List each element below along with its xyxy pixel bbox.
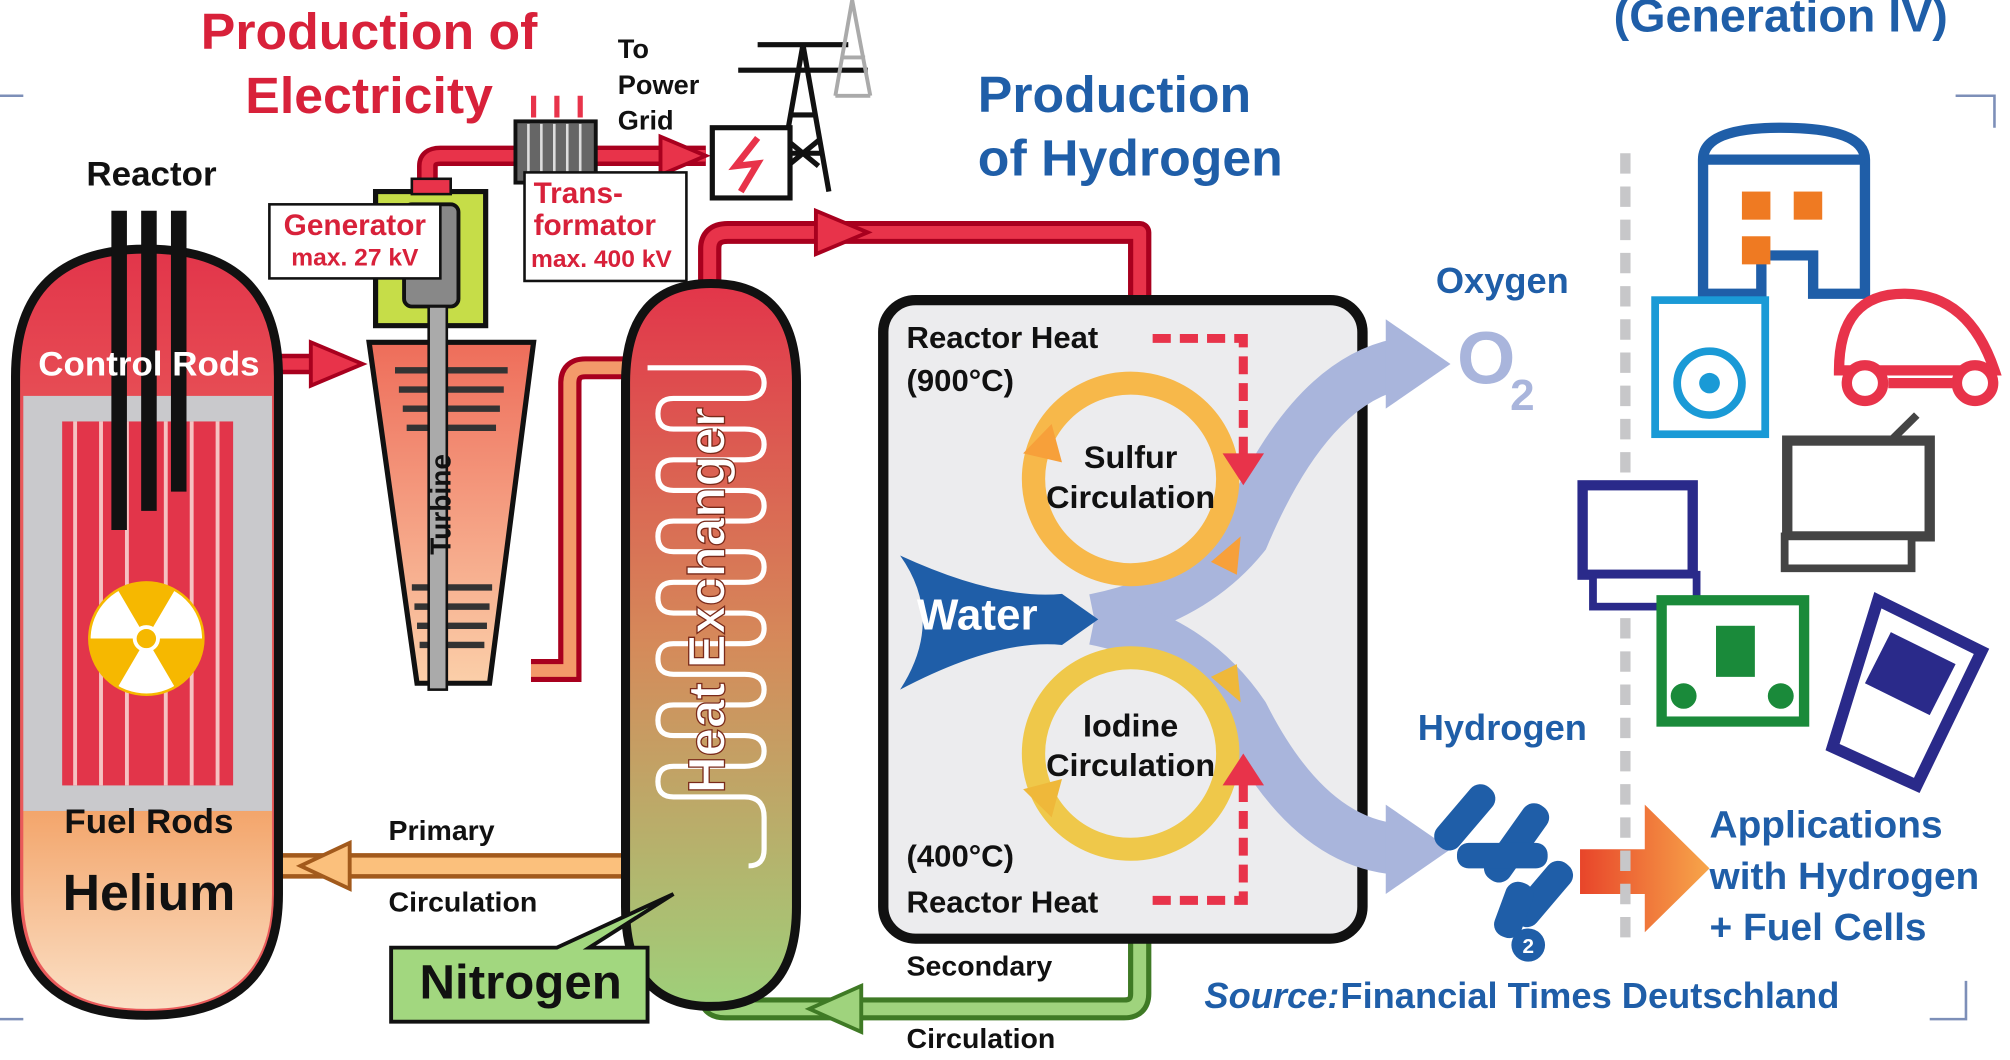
water-label: Water bbox=[917, 591, 1038, 640]
fuel-rods-label: Fuel Rods bbox=[64, 803, 233, 841]
reactor-title: Reactor bbox=[86, 156, 216, 194]
transformator-label: formator bbox=[534, 209, 657, 242]
heat-low-temp: (400°C) bbox=[907, 839, 1014, 874]
applications-label: + Fuel Cells bbox=[1710, 906, 1927, 949]
iodine-label: Iodine bbox=[1083, 708, 1178, 744]
o2-index: 2 bbox=[1510, 371, 1534, 420]
transformator-limit: max. 400 kV bbox=[531, 246, 673, 273]
flow-arrow bbox=[661, 137, 706, 175]
generator-limit: max. 27 kV bbox=[291, 245, 419, 272]
applications-arrow bbox=[1580, 805, 1710, 933]
secondary-label: Secondary bbox=[907, 950, 1053, 982]
flow-arrow bbox=[816, 211, 868, 254]
hydrogen-title: of Hydrogen bbox=[978, 129, 1283, 187]
control-rods-label: Control Rods bbox=[38, 346, 259, 384]
heat-high-label: Reactor Heat bbox=[907, 320, 1099, 355]
primary-label: Circulation bbox=[389, 886, 538, 918]
applications-label: with Hydrogen bbox=[1709, 855, 1980, 898]
flow-arrow bbox=[311, 342, 363, 385]
heat-low-label: Reactor Heat bbox=[907, 884, 1099, 919]
turbine-label: Turbine bbox=[424, 454, 456, 555]
flow-arrow bbox=[300, 843, 349, 889]
heat-exchanger-label: Heat Exchanger bbox=[677, 407, 735, 793]
sulfur-label: Sulfur bbox=[1084, 439, 1178, 475]
source-label: Source: bbox=[1204, 975, 1339, 1016]
heat-high-temp: (900°C) bbox=[907, 363, 1014, 398]
flow-arrow bbox=[809, 986, 861, 1032]
hydrogen-label: Hydrogen bbox=[1418, 707, 1587, 748]
app-icons bbox=[1583, 128, 1995, 786]
generator-cap bbox=[412, 179, 451, 194]
grid-label: Power bbox=[618, 70, 700, 100]
h2-molecule bbox=[1429, 779, 1578, 962]
hydrogen-title: Production bbox=[978, 65, 1251, 123]
generation-label: (Generation IV) bbox=[1614, 0, 1948, 41]
iodine-label: Circulation bbox=[1046, 747, 1215, 783]
grid-label: Grid bbox=[618, 106, 674, 136]
diagram: Reactor Control Rods Fuel Rods Helium Tu… bbox=[0, 0, 2010, 1060]
generator-label: Generator bbox=[284, 209, 427, 242]
electricity-title: Electricity bbox=[245, 66, 493, 124]
grid-label: To bbox=[618, 34, 649, 64]
source-text: Financial Times Deutschland bbox=[1340, 975, 1839, 1016]
nitrogen-label: Nitrogen bbox=[420, 956, 622, 1010]
oxygen-label: Oxygen bbox=[1436, 260, 1569, 301]
h2-index: 2 bbox=[1522, 935, 1534, 958]
oxygen-arrow bbox=[1386, 319, 1451, 408]
electricity-title: Production of bbox=[201, 3, 539, 61]
transformer-heat bbox=[534, 96, 581, 118]
sulfur-label: Circulation bbox=[1046, 479, 1215, 515]
o2-symbol: O bbox=[1457, 316, 1515, 399]
primary-label: Primary bbox=[389, 814, 495, 846]
pylon-far bbox=[835, 0, 870, 96]
hydrogen-arrow bbox=[1386, 805, 1451, 894]
applications-label: Applications bbox=[1710, 804, 1943, 847]
secondary-label: Circulation bbox=[907, 1022, 1056, 1054]
transformator-label: Trans- bbox=[534, 177, 623, 210]
helium-label: Helium bbox=[63, 863, 236, 921]
